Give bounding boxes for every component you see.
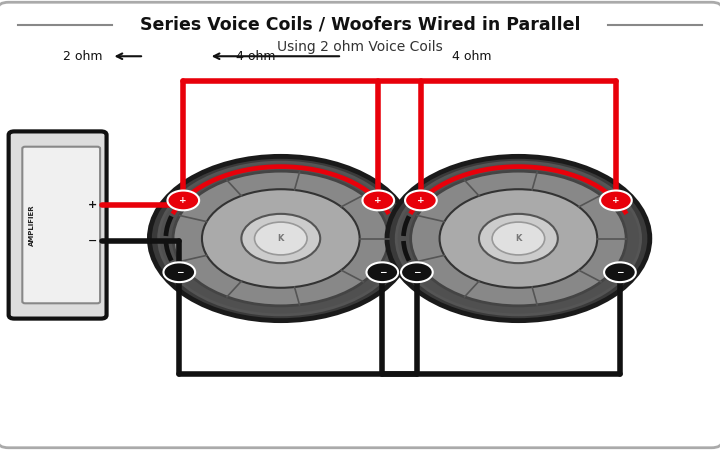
Text: −: − bbox=[379, 268, 386, 277]
Text: −: − bbox=[176, 268, 183, 277]
Circle shape bbox=[255, 222, 307, 255]
Circle shape bbox=[396, 162, 641, 315]
Text: 4 ohm: 4 ohm bbox=[452, 50, 491, 63]
Circle shape bbox=[163, 262, 195, 282]
Circle shape bbox=[387, 157, 649, 320]
Circle shape bbox=[366, 262, 398, 282]
Text: AMPLIFIER: AMPLIFIER bbox=[30, 204, 35, 246]
Text: K: K bbox=[278, 234, 284, 243]
Circle shape bbox=[401, 262, 433, 282]
Circle shape bbox=[479, 214, 558, 263]
Circle shape bbox=[241, 214, 320, 263]
Circle shape bbox=[158, 162, 403, 315]
Circle shape bbox=[410, 171, 626, 306]
Text: −: − bbox=[616, 268, 624, 277]
Circle shape bbox=[439, 189, 598, 288]
FancyBboxPatch shape bbox=[9, 131, 107, 319]
Text: Using 2 ohm Voice Coils: Using 2 ohm Voice Coils bbox=[277, 40, 443, 54]
Text: +: + bbox=[612, 196, 620, 205]
Text: −: − bbox=[87, 236, 97, 246]
Circle shape bbox=[150, 157, 413, 320]
Circle shape bbox=[173, 171, 389, 306]
Text: −: − bbox=[413, 268, 420, 277]
Text: Series Voice Coils / Woofers Wired in Parallel: Series Voice Coils / Woofers Wired in Pa… bbox=[140, 16, 580, 34]
Circle shape bbox=[405, 190, 437, 210]
Text: K: K bbox=[516, 234, 521, 243]
Text: 2 ohm: 2 ohm bbox=[63, 50, 102, 63]
Text: +: + bbox=[374, 196, 382, 205]
Circle shape bbox=[600, 190, 631, 210]
Text: 4 ohm: 4 ohm bbox=[236, 50, 275, 63]
Text: +: + bbox=[417, 196, 425, 205]
Circle shape bbox=[168, 190, 199, 210]
Text: +: + bbox=[88, 200, 96, 210]
Circle shape bbox=[604, 262, 636, 282]
Circle shape bbox=[202, 189, 360, 288]
FancyBboxPatch shape bbox=[22, 147, 100, 303]
Circle shape bbox=[492, 222, 544, 255]
Circle shape bbox=[362, 190, 394, 210]
Text: +: + bbox=[179, 196, 187, 205]
